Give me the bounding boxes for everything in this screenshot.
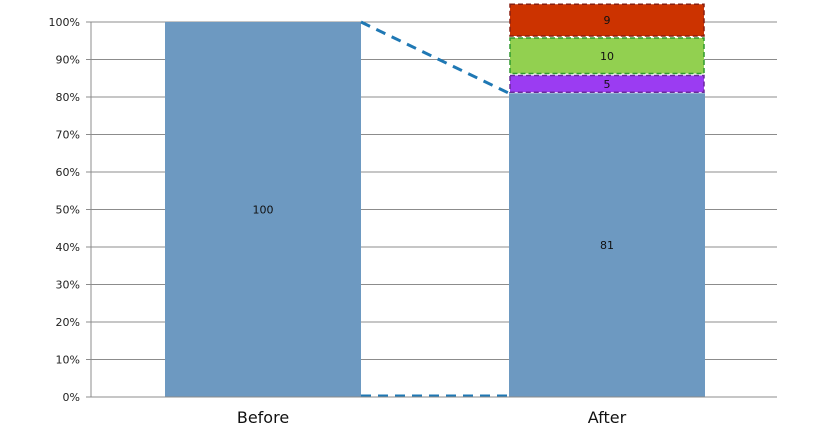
y-tick-label: 70%: [56, 129, 80, 142]
x-axis: Before After: [91, 396, 777, 427]
bar-segment: [509, 3, 705, 37]
y-tick-label: 90%: [56, 54, 80, 67]
data-label: 10: [600, 50, 614, 63]
y-tick-label: 30%: [56, 279, 80, 292]
bar-segment: [509, 37, 705, 75]
y-tick-label: 40%: [56, 241, 80, 254]
data-label: 100: [253, 204, 274, 217]
data-label: 5: [604, 78, 611, 91]
y-tick-label: 20%: [56, 316, 80, 329]
data-label: 9: [604, 14, 611, 27]
x-tick-label: After: [588, 408, 627, 427]
y-tick-label: 60%: [56, 166, 80, 179]
y-tick-label: 10%: [56, 354, 80, 367]
y-axis: 0% 10% 20% 30% 40% 50% 60% 70% 80% 90% 100%: [49, 16, 92, 404]
data-labels: 100 81 5 10 9: [253, 14, 615, 252]
x-tick-label: Before: [237, 408, 289, 427]
bar-segment: [509, 93, 705, 397]
y-tick-label: 50%: [56, 204, 80, 217]
y-tick-label: 0%: [63, 391, 80, 404]
bar-segment: [165, 22, 361, 397]
y-tick-label: 100%: [49, 16, 80, 29]
bars: [165, 3, 705, 397]
connector-line-top: [360, 20, 510, 95]
connector-lines: [360, 20, 510, 398]
y-tick-label: 80%: [56, 91, 80, 104]
data-label: 81: [600, 239, 614, 252]
bar-segment: [509, 74, 705, 93]
